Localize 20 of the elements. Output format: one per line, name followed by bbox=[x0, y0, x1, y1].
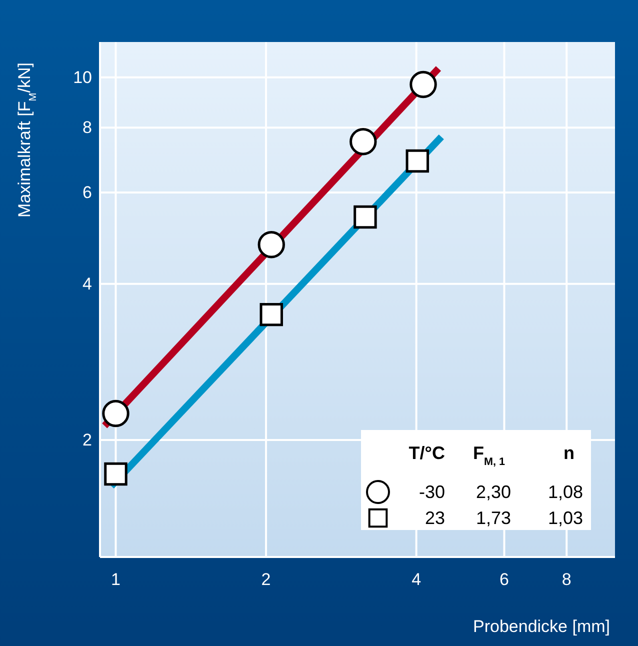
y-tick-label: 4 bbox=[82, 274, 92, 294]
x-tick-label: 2 bbox=[261, 570, 271, 590]
legend-title: T/°C bbox=[408, 443, 445, 463]
y-tick-label: 6 bbox=[82, 182, 92, 202]
x-tick-label: 8 bbox=[562, 570, 572, 590]
annotation: 1,08 bbox=[548, 482, 583, 502]
x-tick-label: 4 bbox=[412, 570, 422, 590]
legend-label: -30 bbox=[418, 482, 445, 502]
annotation: n bbox=[564, 443, 574, 463]
annotation: 1,73 bbox=[476, 508, 511, 528]
x-tick-label: 1 bbox=[111, 570, 120, 590]
annotation: 1,03 bbox=[548, 508, 583, 528]
y-tick-label: 2 bbox=[82, 430, 92, 450]
x-axis-title: Probendicke [mm] bbox=[473, 617, 610, 636]
annotation: F$_{M, 1}$ bbox=[473, 443, 505, 468]
x-tick-label: 6 bbox=[500, 570, 509, 590]
y-tick-label: 8 bbox=[82, 118, 92, 138]
annotation: 2,30 bbox=[476, 482, 511, 502]
y-tick-label: 10 bbox=[73, 68, 92, 87]
legend-label: 23 bbox=[424, 508, 445, 528]
